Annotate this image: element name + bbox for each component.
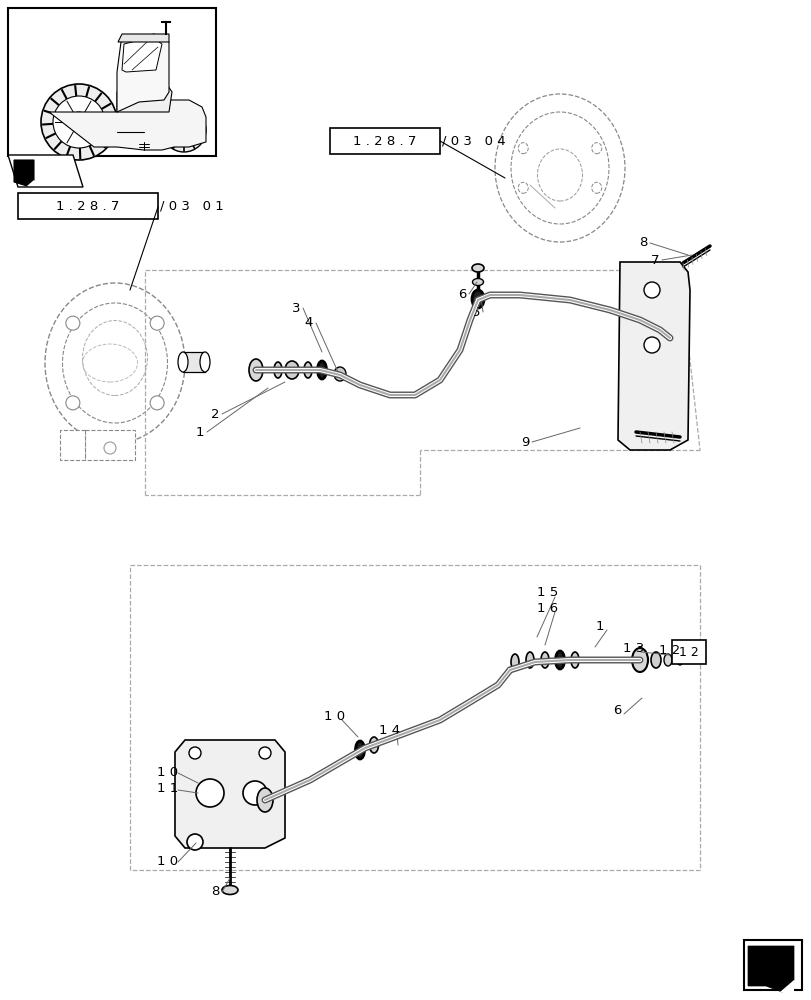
- Text: 1: 1: [195, 426, 204, 438]
- Text: 1 0: 1 0: [157, 855, 178, 868]
- Text: 6: 6: [612, 704, 620, 716]
- Text: 5: 5: [471, 306, 479, 318]
- Circle shape: [259, 747, 271, 759]
- Polygon shape: [182, 352, 204, 372]
- Text: 1 0: 1 0: [324, 710, 345, 722]
- Ellipse shape: [540, 652, 548, 668]
- Polygon shape: [14, 160, 34, 186]
- Text: 8: 8: [211, 886, 219, 898]
- Text: 1 1: 1 1: [157, 782, 178, 794]
- Polygon shape: [747, 946, 793, 992]
- Polygon shape: [117, 80, 172, 112]
- Ellipse shape: [472, 278, 483, 286]
- Text: 1 5: 1 5: [537, 585, 558, 598]
- Ellipse shape: [526, 652, 534, 668]
- Circle shape: [643, 337, 659, 353]
- Ellipse shape: [555, 651, 564, 669]
- Text: / 0 3   0 1: / 0 3 0 1: [160, 200, 224, 213]
- Ellipse shape: [663, 327, 676, 349]
- Text: 1 3: 1 3: [623, 642, 644, 654]
- Bar: [8, 8, 216, 156]
- Ellipse shape: [200, 352, 210, 372]
- Circle shape: [69, 112, 89, 132]
- Text: 1 0: 1 0: [157, 766, 178, 778]
- Text: 1 . 2 8 . 7: 1 . 2 8 . 7: [353, 135, 416, 148]
- Polygon shape: [8, 155, 83, 187]
- Text: 2: 2: [211, 408, 219, 420]
- Circle shape: [169, 115, 199, 145]
- Ellipse shape: [676, 655, 682, 665]
- Polygon shape: [617, 262, 689, 450]
- Text: 3: 3: [291, 302, 300, 314]
- Polygon shape: [779, 980, 793, 992]
- Polygon shape: [122, 37, 162, 72]
- Text: 9: 9: [520, 436, 529, 448]
- Text: 8: 8: [638, 236, 646, 249]
- Text: 4: 4: [304, 316, 313, 330]
- Circle shape: [41, 84, 117, 160]
- Circle shape: [242, 781, 267, 805]
- Ellipse shape: [369, 737, 378, 753]
- Circle shape: [195, 779, 224, 807]
- Circle shape: [66, 396, 79, 410]
- Text: 1 6: 1 6: [537, 601, 558, 614]
- Bar: [329, 128, 440, 154]
- Polygon shape: [85, 430, 135, 460]
- Ellipse shape: [303, 362, 311, 378]
- Ellipse shape: [471, 290, 483, 308]
- Text: 1 . 2 8 . 7: 1 . 2 8 . 7: [56, 200, 119, 213]
- Circle shape: [104, 442, 116, 454]
- Circle shape: [53, 96, 105, 148]
- Polygon shape: [118, 34, 169, 42]
- Ellipse shape: [221, 886, 238, 894]
- Circle shape: [187, 834, 203, 850]
- Polygon shape: [60, 430, 85, 460]
- Ellipse shape: [663, 654, 672, 666]
- Circle shape: [150, 396, 164, 410]
- Ellipse shape: [355, 741, 364, 759]
- Circle shape: [150, 316, 164, 330]
- Text: 1 2: 1 2: [659, 644, 680, 656]
- Bar: [743, 940, 801, 990]
- Text: 1 2: 1 2: [678, 646, 698, 658]
- Ellipse shape: [249, 359, 263, 381]
- Ellipse shape: [631, 648, 647, 672]
- Ellipse shape: [650, 652, 660, 668]
- Ellipse shape: [257, 788, 272, 812]
- Ellipse shape: [510, 654, 518, 670]
- Text: 6: 6: [457, 288, 466, 300]
- Polygon shape: [49, 100, 206, 150]
- Ellipse shape: [317, 361, 326, 379]
- Bar: [18, 193, 158, 219]
- Circle shape: [643, 282, 659, 298]
- Ellipse shape: [178, 352, 188, 372]
- Ellipse shape: [570, 652, 578, 668]
- Circle shape: [178, 124, 190, 136]
- Text: 7: 7: [650, 253, 659, 266]
- Circle shape: [189, 747, 201, 759]
- Circle shape: [162, 108, 206, 152]
- Text: / 0 3   0 4: / 0 3 0 4: [441, 135, 505, 148]
- Polygon shape: [27, 180, 34, 186]
- Ellipse shape: [471, 264, 483, 272]
- Text: 1 4: 1 4: [379, 723, 400, 736]
- Text: 1: 1: [595, 619, 603, 632]
- Polygon shape: [175, 740, 285, 848]
- Ellipse shape: [333, 367, 345, 381]
- Circle shape: [66, 316, 79, 330]
- Ellipse shape: [273, 362, 281, 378]
- Bar: [672, 640, 705, 664]
- Ellipse shape: [285, 361, 298, 379]
- Polygon shape: [117, 34, 169, 112]
